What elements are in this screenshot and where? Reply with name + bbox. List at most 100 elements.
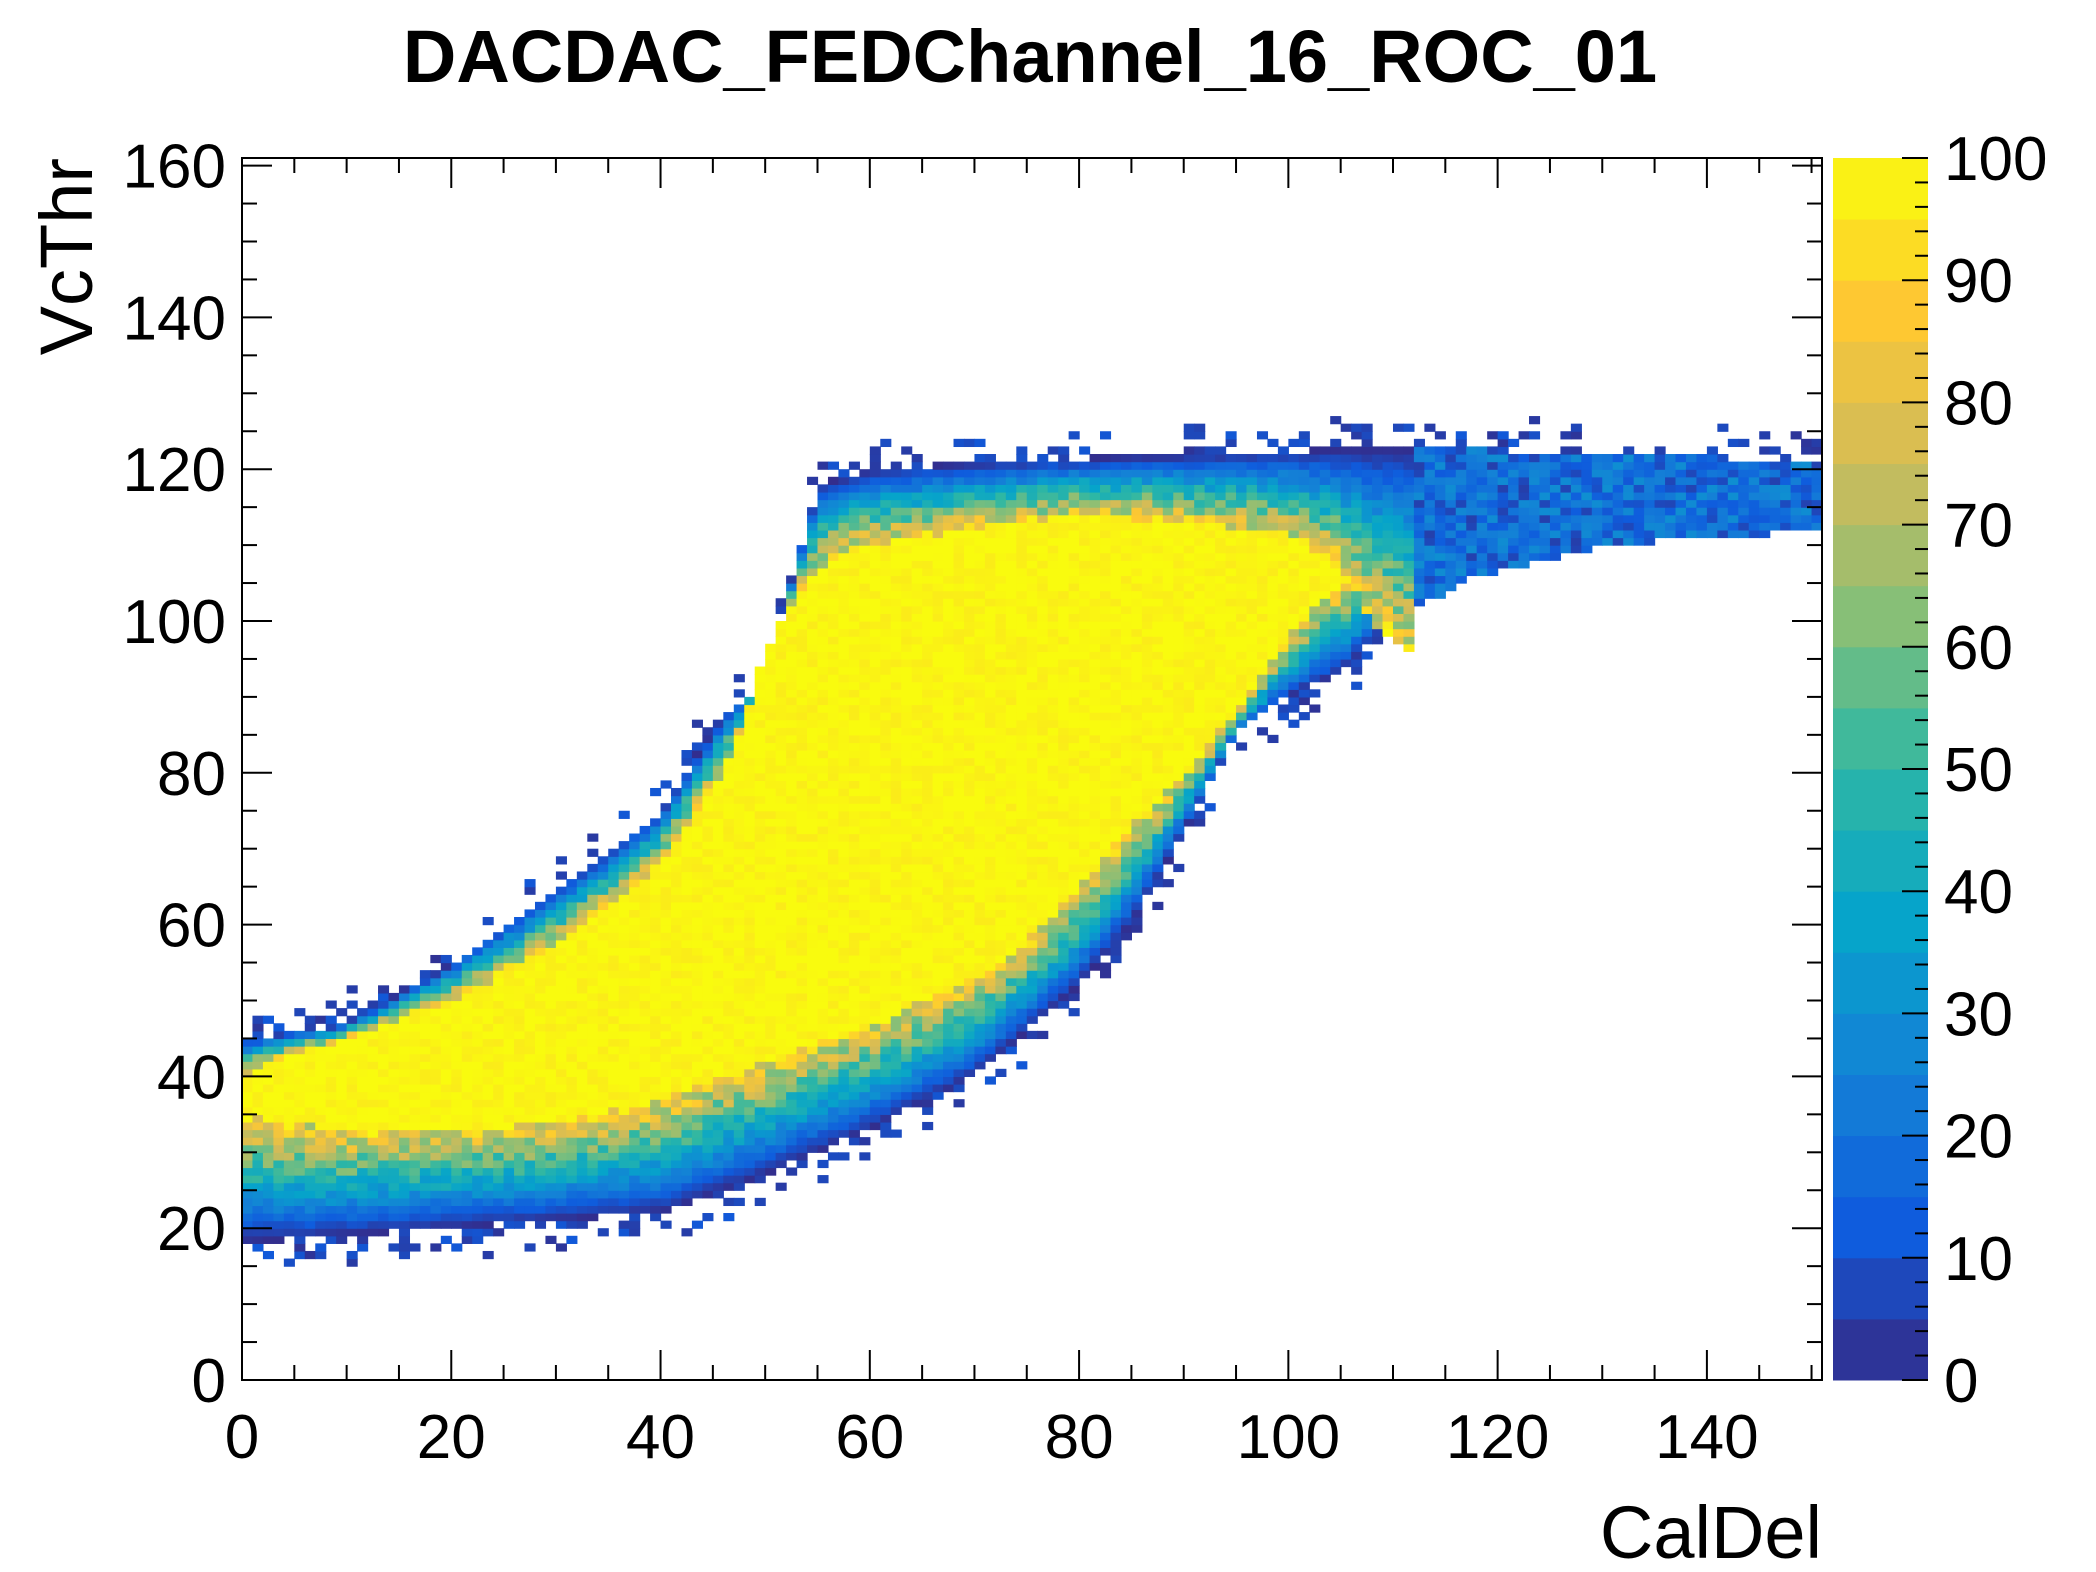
heatmap-cell [660, 1068, 672, 1077]
heatmap-cell [534, 1114, 547, 1123]
heatmap-cell [953, 863, 965, 873]
heatmap-cell [859, 484, 871, 493]
heatmap-cell [283, 1213, 295, 1222]
heatmap-cell [650, 947, 662, 956]
heatmap-cell [838, 1083, 850, 1093]
heatmap-cell [650, 1061, 662, 1070]
heatmap-cell [869, 620, 881, 630]
heatmap-cell [440, 1046, 452, 1055]
heatmap-cell [807, 772, 819, 781]
heatmap-cell [1058, 636, 1070, 645]
heatmap-cell [817, 1008, 829, 1017]
heatmap-cell [346, 1061, 358, 1070]
heatmap-cell [566, 962, 578, 971]
heatmap-cell [681, 818, 693, 827]
heatmap-cell [325, 1190, 337, 1199]
heatmap-cell [880, 1091, 892, 1100]
heatmap-cell [660, 924, 672, 933]
heatmap-cell [1120, 795, 1132, 804]
heatmap-cell [1047, 780, 1059, 789]
heatmap-cell [744, 947, 756, 956]
heatmap-cell [953, 1030, 965, 1040]
heatmap-cell [608, 1190, 620, 1199]
heatmap-cell [922, 560, 934, 569]
heatmap-cell [869, 1023, 881, 1032]
heatmap-cell [984, 825, 996, 835]
heatmap-cell [1037, 598, 1049, 607]
heatmap-cell [1100, 901, 1112, 911]
heatmap-cell [838, 848, 850, 857]
heatmap-cell [1016, 780, 1028, 789]
heatmap-cell [503, 1008, 515, 1017]
heatmap-cell [514, 1159, 526, 1169]
heatmap-cell [848, 924, 860, 933]
heatmap-cell [493, 939, 505, 948]
heatmap-cell [1005, 651, 1017, 660]
heatmap-cell [974, 643, 986, 652]
heatmap-cell [1026, 856, 1038, 865]
heatmap-cell [932, 947, 944, 956]
heatmap-cell [1120, 719, 1132, 728]
heatmap-cell [838, 917, 850, 926]
heatmap-cell [1068, 689, 1080, 698]
heatmap-cell [848, 1099, 860, 1108]
heatmap-cell [451, 992, 463, 1002]
heatmap-cell [650, 1137, 662, 1146]
heatmap-cell [702, 803, 714, 812]
heatmap-cell [336, 1008, 348, 1017]
heatmap-cell [901, 841, 913, 850]
heatmap-cell [953, 461, 965, 470]
heatmap-cell [827, 1000, 840, 1009]
heatmap-cell [440, 1159, 452, 1169]
heatmap-cell [775, 909, 787, 918]
heatmap-cell [848, 514, 860, 523]
heatmap-cell [1016, 750, 1028, 759]
heatmap-cell [534, 1083, 547, 1093]
heatmap-cell [817, 552, 829, 561]
heatmap-cell [901, 1099, 913, 1108]
heatmap-cell [807, 939, 819, 948]
heatmap-cell [859, 818, 871, 827]
heatmap-cell [848, 886, 860, 895]
heatmap-cell [922, 992, 934, 1002]
heatmap-cell [608, 1182, 620, 1191]
heatmap-cell [618, 1068, 630, 1077]
heatmap-cell [974, 590, 986, 599]
heatmap-cell [838, 863, 850, 873]
heatmap-cell [597, 939, 609, 948]
heatmap-cell [493, 932, 505, 941]
heatmap-cell [880, 643, 892, 652]
heatmap-cell [409, 1182, 421, 1191]
heatmap-cell [503, 1129, 515, 1138]
heatmap-cell [848, 620, 860, 630]
heatmap-cell [1089, 681, 1101, 690]
heatmap-cell [1110, 590, 1122, 599]
heatmap-cell [1068, 772, 1080, 781]
heatmap-cell [650, 833, 662, 842]
heatmap-cell [1005, 810, 1017, 819]
heatmap-cell [786, 879, 798, 888]
heatmap-cell [493, 1175, 505, 1184]
heatmap-cell [608, 1091, 620, 1100]
heatmap-cell [943, 1015, 955, 1024]
heatmap-cell [681, 757, 693, 766]
heatmap-cell [273, 1144, 285, 1153]
heatmap-cell [283, 1205, 295, 1214]
heatmap-cell [848, 552, 860, 561]
heatmap-cell [566, 970, 578, 979]
heatmap-cell [984, 689, 996, 698]
heatmap-cell [671, 1000, 683, 1009]
heatmap-cell [1037, 750, 1049, 759]
heatmap-cell [555, 932, 567, 941]
heatmap-cell [723, 727, 735, 736]
heatmap-cell [618, 1159, 630, 1169]
heatmap-cell [493, 1061, 505, 1070]
heatmap-cell [629, 1197, 641, 1207]
heatmap-cell [786, 765, 798, 774]
heatmap-cell [1016, 469, 1028, 478]
heatmap-cell [869, 894, 881, 903]
heatmap-cell [880, 529, 892, 539]
heatmap-cell [304, 1213, 316, 1222]
heatmap-cell [639, 1137, 651, 1146]
heatmap-cell [493, 1091, 505, 1100]
